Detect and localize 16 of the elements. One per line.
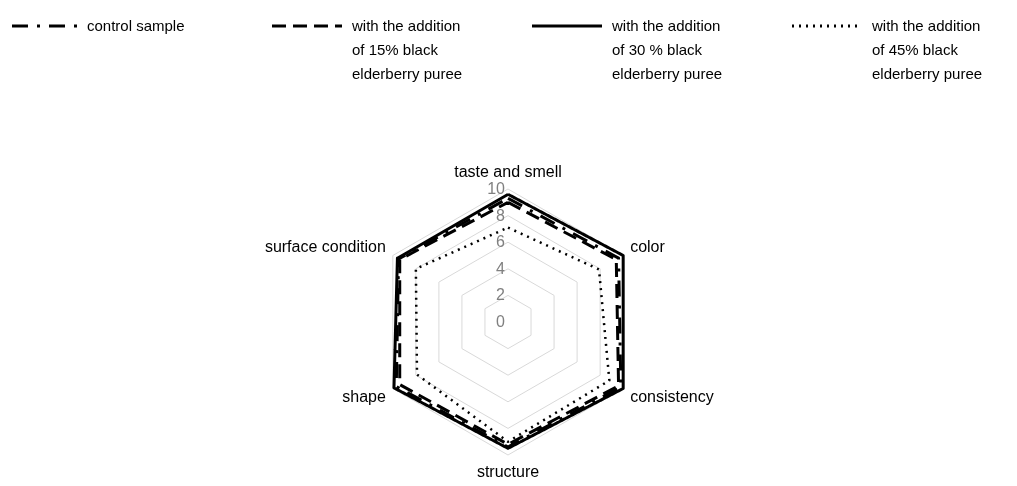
spoke-label: taste and smell (454, 162, 562, 180)
y-tick-label: 0 (496, 313, 506, 330)
spoke-label: consistency (630, 388, 714, 406)
spoke-label: color (630, 237, 666, 255)
y-tick-label: 10 (487, 180, 506, 197)
spoke-label: surface condition (264, 237, 386, 255)
y-tick-label: 4 (496, 259, 506, 277)
legend-label: with the addition of 45% black elderberry puree (871, 17, 983, 82)
spoke-label: structure (476, 463, 540, 481)
y-tick-label: 6 (496, 233, 506, 251)
spoke-label: shape (342, 388, 386, 406)
y-tick-label: 8 (496, 206, 506, 224)
legend-label: with the addition of 30 % black elderberry puree (611, 17, 723, 82)
legend-label: control sample (87, 17, 185, 34)
y-tick-label: 2 (496, 286, 506, 304)
legend-label: with the addition of 15% black elderberry puree (351, 17, 463, 82)
